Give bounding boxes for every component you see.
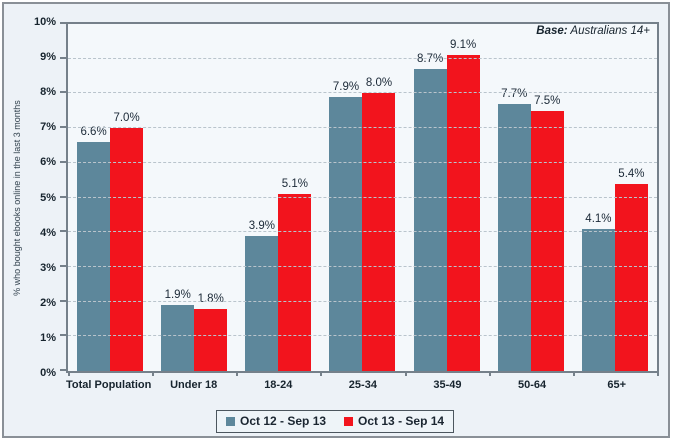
x-category-label: Total Population [66, 379, 152, 391]
y-axis-tick [60, 230, 66, 233]
legend-swatch [344, 416, 354, 426]
y-axis-labels: 0% 1% 2% 3% 4% 5% 6% 7% 8% 9% 10% [0, 16, 60, 379]
bar-series-2: 5.1% [278, 178, 312, 371]
x-axis-tick [488, 371, 491, 376]
x-axis-tick [572, 371, 575, 376]
legend: Oct 12 - Sep 13 Oct 13 - Sep 14 [216, 410, 455, 433]
x-axis-labels: Total Population Under 18 18-24 25-34 35-49 5… [66, 379, 659, 395]
bar-group: 7.9% 8.0% [320, 24, 404, 371]
y-axis-tick [60, 334, 66, 337]
y-axis-tick-label: 5% [40, 191, 56, 204]
x-category-label: 35-49 [433, 379, 462, 391]
y-axis-tick [60, 195, 66, 198]
gridline [68, 57, 657, 59]
gridline [68, 196, 657, 198]
y-axis-tick-label: 2% [40, 296, 56, 309]
gridline [68, 92, 657, 94]
bar-value-label: 7.0% [113, 112, 140, 125]
bar-value-label: 1.9% [164, 289, 191, 302]
legend-label: Oct 13 - Sep 14 [358, 414, 445, 428]
y-axis-tick-label: 1% [40, 331, 56, 344]
y-axis-tick-label: 7% [40, 121, 56, 134]
x-category-label: 25-34 [348, 379, 377, 391]
base-annotation-label: Base: [536, 25, 568, 37]
bar-value-label: 5.1% [281, 178, 308, 191]
bar-value-label: 7.9% [332, 80, 360, 93]
gridline [68, 335, 657, 337]
bar-value-label: 3.9% [248, 219, 275, 232]
legend-item: Oct 12 - Sep 13 [226, 414, 326, 428]
base-annotation: Base: Australians 14+ [536, 25, 650, 37]
legend-item: Oct 13 - Sep 14 [344, 414, 444, 428]
plot-area: 6.6% 7.0% 1.9% 1.8% 3.9% 5.1% 7.9% 8.0% 8.7% 9.1%… [60, 22, 659, 376]
bar-group: 7.7% 7.5% [489, 24, 573, 371]
bar-group: 4.1% 5.4% [573, 24, 657, 371]
y-axis-tick-label: 4% [40, 226, 56, 239]
y-axis-tick [60, 369, 66, 371]
bar-series-2: 1.8% [194, 293, 228, 371]
bar-series-2: 5.4% [614, 168, 648, 371]
y-axis-tick-label: 6% [40, 156, 56, 169]
bar-group: 6.6% 7.0% [68, 24, 152, 371]
base-annotation-value: Australians 14+ [570, 25, 650, 37]
bar-value-label: 6.6% [80, 125, 107, 138]
y-axis-tick-label: 3% [40, 261, 56, 274]
bar-series-2: 7.0% [110, 112, 144, 371]
x-axis-tick [68, 371, 70, 376]
gridline [68, 265, 657, 267]
y-axis-tick [60, 22, 66, 24]
gridline [68, 231, 657, 233]
bar-value-label: 8.7% [417, 53, 444, 66]
x-category-label: 18-24 [264, 379, 293, 391]
y-axis-tick [60, 56, 66, 59]
x-category-label: Under 18 [170, 379, 218, 391]
bar-series-1: 4.1% [581, 213, 615, 371]
bar-value-label: 7.5% [534, 94, 561, 107]
bar-groups: 6.6% 7.0% 1.9% 1.8% 3.9% 5.1% 7.9% 8.0% 8.7% 9.1%… [68, 24, 657, 371]
bar-series-2: 9.1% [446, 39, 480, 371]
y-axis-tick [60, 126, 66, 129]
bar-series-1: 7.7% [497, 88, 531, 371]
x-axis-tick [404, 371, 407, 376]
y-axis-tick [60, 91, 66, 94]
y-axis-tick [60, 299, 66, 302]
bar-value-label: 4.1% [585, 212, 612, 225]
bar-group: 8.7% 9.1% [405, 24, 489, 371]
bar-series-1: 6.6% [77, 126, 111, 371]
bar-series-1: 1.9% [161, 289, 195, 371]
bar-series-2: 8.0% [362, 77, 396, 371]
y-axis-tick-label: 9% [40, 51, 56, 64]
gridline [68, 127, 657, 129]
x-axis-tick [657, 371, 659, 376]
bar-group: 3.9% 5.1% [236, 24, 320, 371]
x-axis-tick [320, 371, 323, 376]
y-axis-tick-label: 8% [40, 86, 56, 99]
bar-series-1: 7.9% [329, 81, 363, 371]
legend-label: Oct 12 - Sep 13 [240, 414, 327, 428]
bar-group: 1.9% 1.8% [152, 24, 236, 371]
x-axis-tick [236, 371, 239, 376]
bar-series-2: 7.5% [530, 95, 564, 371]
bar-value-label: 9.1% [450, 39, 477, 52]
gridline [68, 300, 657, 302]
gridline [68, 161, 657, 163]
legend-swatch [226, 416, 235, 426]
bar-value-label: 8.0% [365, 77, 393, 90]
x-axis-tick [152, 371, 155, 376]
x-category-label: 65+ [607, 379, 627, 391]
bar-series-1: 8.7% [413, 53, 447, 371]
bar-value-label: 5.4% [618, 167, 645, 180]
y-axis-tick [60, 160, 66, 163]
x-category-label: 50-64 [518, 379, 547, 391]
y-axis-tick-label: 10% [33, 16, 56, 28]
bar-value-label: 7.7% [501, 87, 528, 100]
y-axis-tick [60, 264, 66, 267]
bar-series-1: 3.9% [245, 220, 279, 371]
bar-value-label: 1.8% [197, 292, 224, 305]
y-axis-tick-label: 0% [40, 367, 56, 379]
